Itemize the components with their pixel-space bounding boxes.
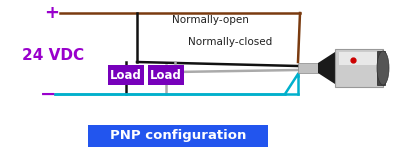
Bar xyxy=(377,51,385,85)
Text: PNP configuration: PNP configuration xyxy=(110,129,246,142)
Text: Load: Load xyxy=(110,68,142,81)
Polygon shape xyxy=(318,52,335,84)
Bar xyxy=(88,125,268,147)
FancyBboxPatch shape xyxy=(148,65,184,85)
Text: Normally-open: Normally-open xyxy=(172,15,249,25)
Bar xyxy=(339,52,379,65)
Text: +: + xyxy=(44,4,60,22)
FancyBboxPatch shape xyxy=(108,65,144,85)
Ellipse shape xyxy=(377,51,389,85)
Bar xyxy=(335,49,383,87)
Text: Load: Load xyxy=(150,68,182,81)
Bar xyxy=(298,63,318,73)
Text: −: − xyxy=(40,85,56,104)
Text: Normally-closed: Normally-closed xyxy=(188,37,272,47)
Text: 24 VDC: 24 VDC xyxy=(22,47,84,62)
